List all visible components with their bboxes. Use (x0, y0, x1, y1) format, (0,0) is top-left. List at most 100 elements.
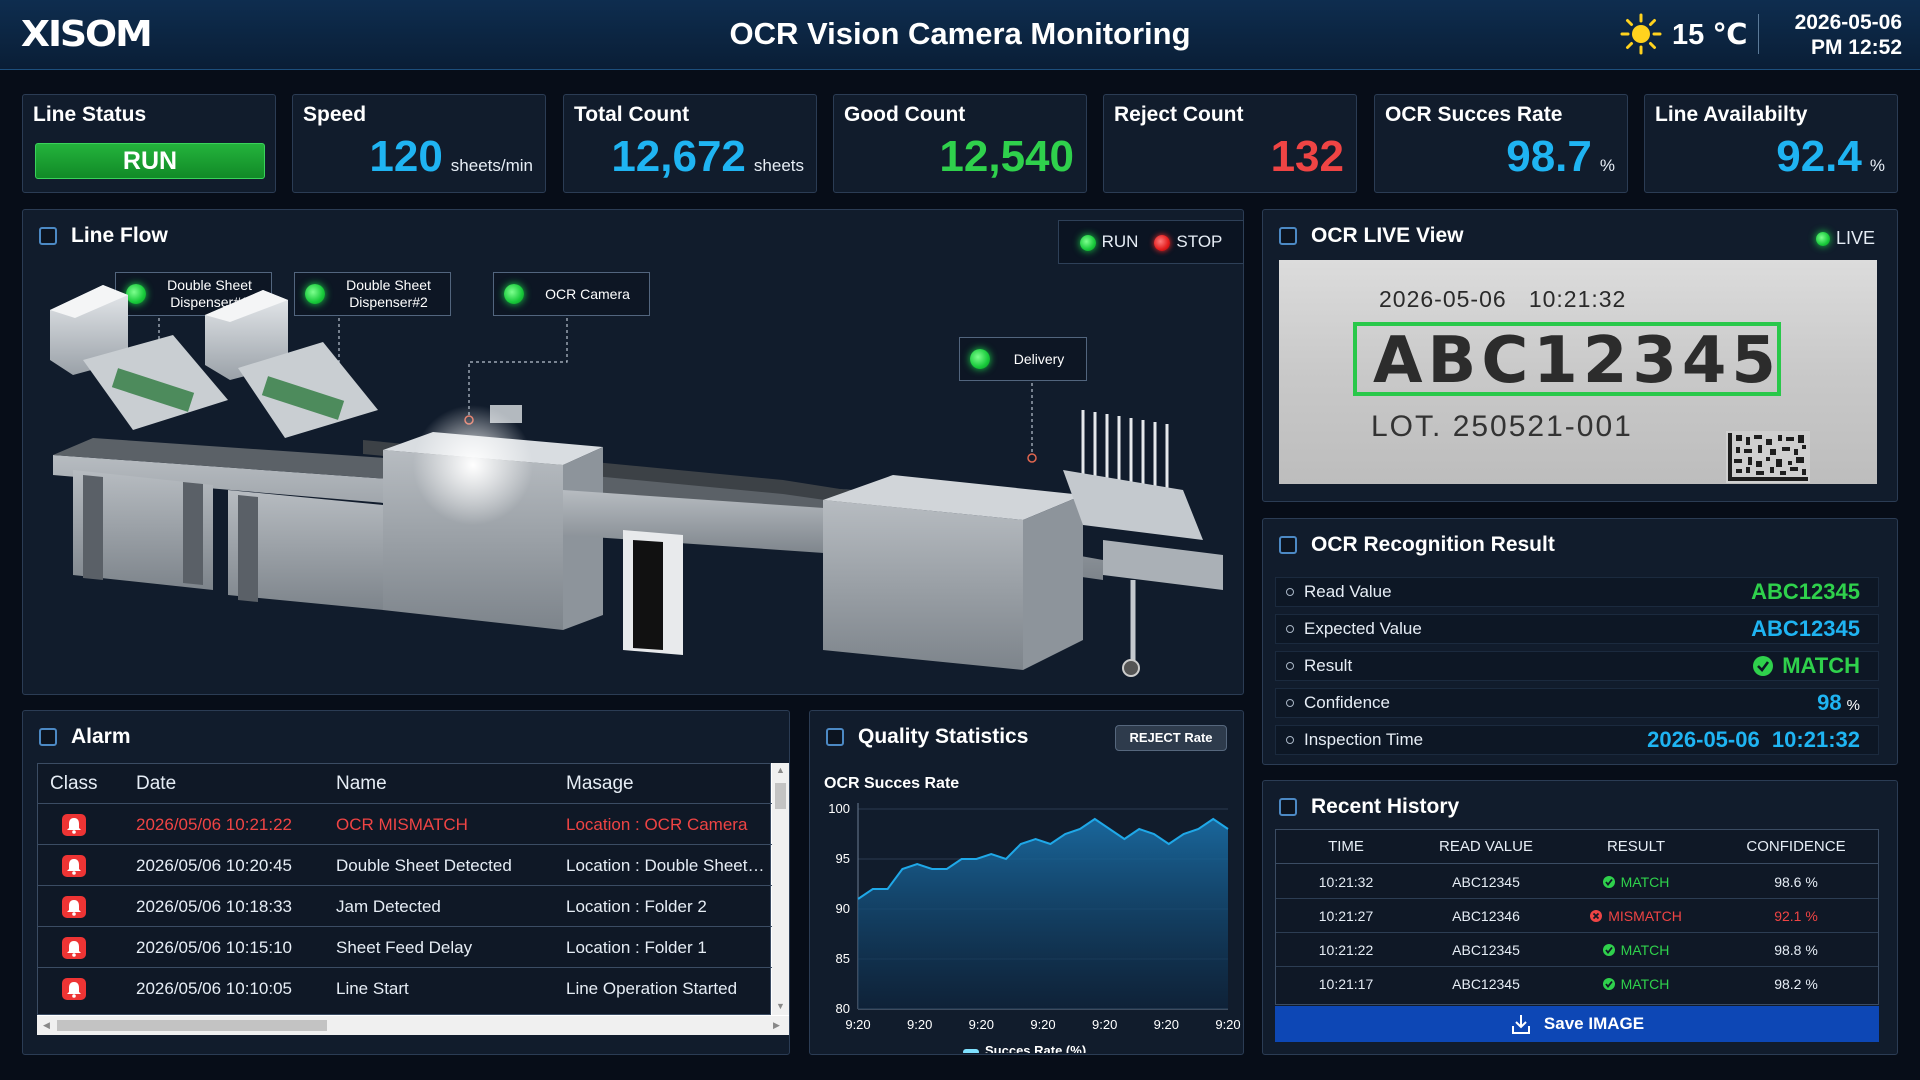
alarm-bell-icon (62, 978, 86, 1000)
panel-title: OCR Recognition Result (1279, 533, 1555, 557)
bullet-icon (1286, 662, 1294, 670)
history-result: MATCH (1576, 933, 1696, 967)
col-confidence[interactable]: CONFIDENCE (1746, 838, 1846, 855)
col-class[interactable]: Class (50, 773, 98, 794)
read-value: ABC12345 (1751, 579, 1860, 604)
history-result: MATCH (1576, 967, 1696, 1001)
check-circle-icon (1602, 876, 1615, 888)
panel-checkbox[interactable] (39, 227, 57, 245)
panel-checkbox[interactable] (1279, 536, 1297, 554)
panel-checkbox[interactable] (826, 728, 844, 746)
check-circle-icon (1602, 944, 1615, 956)
result-label: Confidence (1304, 693, 1391, 712)
alarm-bell-icon (62, 937, 86, 959)
reject-count-value: 132 (1270, 132, 1344, 181)
alarm-name: Sheet Feed Delay (336, 938, 473, 957)
ocr-recognition-panel: OCR Recognition Result Read Value ABC123… (1262, 518, 1898, 765)
scroll-left-icon[interactable]: ◀ (43, 1020, 50, 1030)
machine-label-dispenser-2[interactable]: Double Sheet Dispenser#2 (294, 272, 451, 316)
header-date: 2026-05-06 (1794, 11, 1902, 34)
result-value: MATCH (1752, 653, 1860, 679)
table-row[interactable]: 10:21:22 ABC12345 MATCH 98.8 % (1276, 933, 1878, 967)
table-row[interactable]: 2026/05/06 10:18:33 Jam Detected Locatio… (38, 887, 772, 927)
alarm-date: 2026/05/06 10:10:05 (136, 979, 292, 998)
save-image-label: Save IMAGE (1543, 1014, 1645, 1033)
y-tick-label: 90 (836, 901, 850, 916)
check-circle-icon (1753, 656, 1774, 676)
result-row-inspection-time: Inspection Time 2026-05-06 10:21:32 (1275, 725, 1879, 755)
header-time: PM 12:52 (1810, 36, 1902, 59)
scroll-up-icon[interactable]: ▲ (776, 765, 785, 775)
machine-label-delivery[interactable]: Delivery (959, 337, 1087, 381)
status-dot-icon (305, 284, 325, 304)
y-tick-label: 100 (828, 801, 850, 816)
vertical-scrollbar[interactable]: ▲ ▼ (772, 763, 789, 1015)
col-date[interactable]: Date (136, 773, 177, 794)
scroll-thumb[interactable] (775, 783, 786, 809)
kpi-speed: Speed 120 sheets/min (292, 94, 546, 193)
panel-checkbox[interactable] (1279, 798, 1297, 816)
ocr-live-title: OCR LIVE View (1311, 224, 1464, 247)
alarm-message: Location : Double Sheet Dispenser (566, 856, 766, 875)
page-title: OCR Vision Camera Monitoring (729, 16, 1191, 51)
temperature: 15 ℃ (1672, 18, 1748, 51)
kpi-good-count: Good Count 12,540 (833, 94, 1087, 193)
x-tick-label: 9:20 (1154, 1017, 1179, 1032)
ocr-image-code: ABC12345 (1373, 324, 1781, 398)
machine-name: Delivery (1013, 350, 1065, 367)
col-name[interactable]: Name (336, 773, 387, 794)
history-read: ABC12345 (1452, 942, 1520, 958)
legend-swatch (963, 1049, 979, 1053)
legend-run-label: RUN (1101, 232, 1139, 251)
ocr-camera-image[interactable]: 2026-05-06 10:21:32 ABC12345 LOT. 250521… (1279, 260, 1877, 484)
scroll-down-icon[interactable]: ▼ (776, 1001, 785, 1011)
status-dot-icon (504, 284, 524, 304)
stop-dot-icon (1154, 234, 1171, 251)
expected-value: ABC12345 (1751, 616, 1860, 641)
horizontal-scrollbar[interactable]: ◀ ▶ (37, 1016, 789, 1035)
col-read-value[interactable]: READ VALUE (1439, 838, 1533, 855)
panel-title: OCR LIVE View (1279, 224, 1464, 248)
save-image-button[interactable]: Save IMAGE (1275, 1006, 1879, 1042)
scroll-thumb[interactable] (57, 1020, 327, 1031)
table-row[interactable]: 10:21:17 ABC12345 MATCH 98.2 % (1276, 967, 1878, 1001)
col-message[interactable]: Masage (566, 773, 634, 794)
table-row[interactable]: 10:21:32 ABC12345 MATCH 98.6 % (1276, 865, 1878, 899)
panel-checkbox[interactable] (39, 728, 57, 746)
series-area (858, 819, 1228, 1009)
kpi-unit: % (1599, 156, 1615, 175)
result-text: MATCH (1620, 942, 1670, 958)
result-row-result: Result MATCH (1275, 651, 1879, 681)
history-confidence: 98.6 % (1774, 874, 1818, 890)
table-row[interactable]: 2026/05/06 10:20:45 Double Sheet Detecte… (38, 846, 772, 886)
col-result[interactable]: RESULT (1606, 838, 1666, 855)
machine-label-ocr-camera[interactable]: OCR Camera (493, 272, 650, 316)
panel-title: Line Flow (39, 224, 168, 248)
alarm-bell-icon (62, 855, 86, 877)
legend-stop: STOP (1154, 232, 1222, 252)
kpi-unit: % (1869, 156, 1885, 175)
recognition-title: OCR Recognition Result (1311, 533, 1555, 556)
panel-checkbox[interactable] (1279, 227, 1297, 245)
ocr-image-lot: LOT. 250521-001 (1371, 410, 1633, 443)
col-time[interactable]: TIME (1328, 838, 1364, 855)
reject-rate-button[interactable]: REJECT Rate (1115, 725, 1227, 751)
alarm-name: OCR MISMATCH (336, 815, 468, 834)
run-dot-icon (1079, 234, 1096, 251)
scroll-right-icon[interactable]: ▶ (773, 1020, 780, 1030)
table-row[interactable]: 2026/05/06 10:15:10 Sheet Feed Delay Loc… (38, 928, 772, 968)
result-row-read-value: Read Value ABC12345 (1275, 577, 1879, 607)
history-read: ABC12345 (1452, 874, 1520, 890)
alarm-message: Location : OCR Camera (566, 815, 748, 834)
table-row[interactable]: 2026/05/06 10:21:22 OCR MISMATCH Locatio… (38, 805, 772, 845)
line-flow-panel: Line Flow RUN STOP Double Sheet Dispense… (22, 209, 1244, 695)
y-tick-label: 80 (836, 1001, 850, 1016)
panel-title: Recent History (1279, 795, 1459, 819)
kpi-value: 12,672 sheets (611, 132, 804, 182)
confidence-value: 98% (1817, 690, 1860, 716)
alarm-date: 2026/05/06 10:20:45 (136, 856, 292, 875)
history-time: 10:21:22 (1318, 942, 1374, 958)
table-row[interactable]: 2026/05/06 10:10:05 Line Start Line Oper… (38, 969, 772, 1009)
table-row[interactable]: 10:21:27 ABC12346 MISMATCH 92.1 % (1276, 899, 1878, 933)
